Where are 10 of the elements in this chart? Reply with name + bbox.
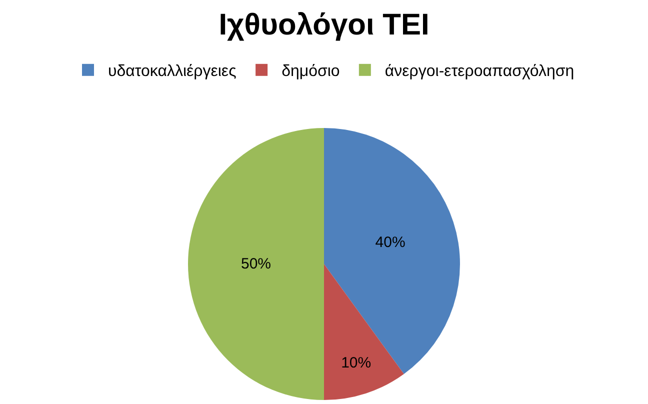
data-label: 50% xyxy=(240,256,272,272)
chart-title: Ιχθυολόγοι ΤΕΙ xyxy=(218,8,430,42)
legend-label: άνεργοι-ετεροαπασχόληση xyxy=(384,63,574,80)
pie-slice xyxy=(324,128,460,374)
legend-label: δημόσιο xyxy=(282,63,340,80)
data-label: 10% xyxy=(341,354,372,372)
legend-label: υδατοκαλλιέργειες xyxy=(108,63,237,80)
pie-slice xyxy=(188,128,324,400)
data-label: 40% xyxy=(375,234,406,251)
pie-slice xyxy=(324,264,404,400)
